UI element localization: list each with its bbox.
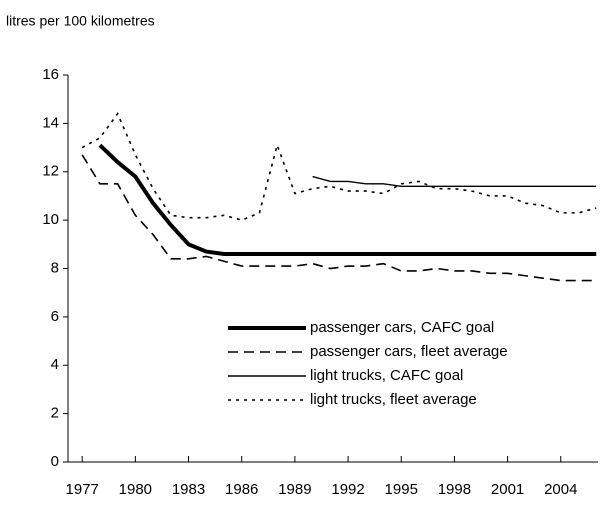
legend-label: light trucks, fleet average (310, 391, 477, 408)
x-tick-label: 1995 (385, 481, 418, 498)
x-tick-label: 1998 (438, 481, 471, 498)
series-line (312, 175, 597, 187)
y-tick-label: 6 (51, 308, 59, 325)
y-tick-label: 4 (51, 356, 59, 373)
series-line (81, 112, 597, 221)
series-line (98, 143, 597, 256)
legend-label: passenger cars, CAFC goal (310, 319, 494, 336)
y-tick-label: 14 (42, 114, 59, 131)
y-tick-label: 10 (42, 211, 59, 228)
y-tick-label: 0 (51, 453, 59, 470)
y-tick-label: 16 (42, 66, 59, 83)
x-tick-label: 1989 (278, 481, 311, 498)
x-tick-label: 2001 (491, 481, 524, 498)
x-tick-label: 1992 (331, 481, 364, 498)
x-tick-label: 1986 (225, 481, 258, 498)
x-tick-label: 1980 (119, 481, 152, 498)
series-line (81, 154, 597, 282)
x-tick-label: 1983 (172, 481, 205, 498)
y-tick-label: 2 (51, 405, 59, 422)
chart-title: litres per 100 kilometres (6, 13, 155, 29)
legend-label: light trucks, CAFC goal (310, 367, 463, 384)
legend-label: passenger cars, fleet average (310, 343, 508, 360)
x-tick-label: 2004 (544, 481, 577, 498)
x-tick-label: 1977 (65, 481, 98, 498)
y-tick-label: 12 (42, 163, 59, 180)
y-tick-label: 8 (51, 259, 59, 276)
